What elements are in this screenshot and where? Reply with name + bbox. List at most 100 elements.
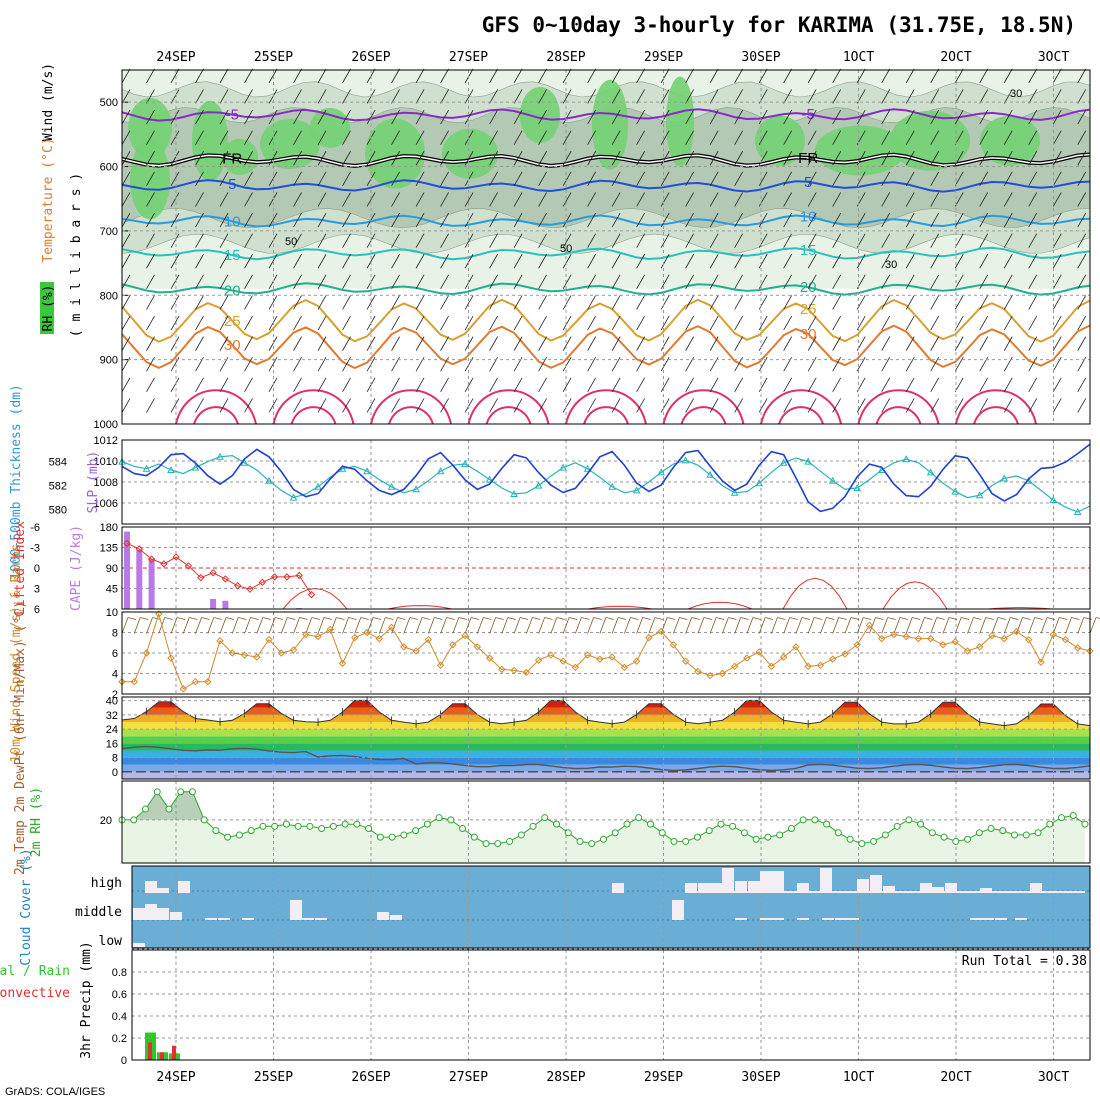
wind-barb bbox=[832, 315, 842, 331]
rh-axis-label: RH (%) bbox=[41, 285, 56, 332]
wind-barb bbox=[342, 295, 351, 310]
wind-barb bbox=[464, 254, 474, 269]
wind-barb bbox=[685, 377, 694, 393]
lifted-index-tick: 0 bbox=[34, 563, 40, 575]
panel-frame bbox=[121, 69, 1091, 425]
wind-barb bbox=[685, 336, 694, 351]
wind-barb bbox=[685, 109, 694, 125]
wind-barb bbox=[195, 398, 204, 413]
wind-barb bbox=[415, 171, 425, 187]
rh-marker bbox=[412, 827, 420, 835]
wind-barb bbox=[195, 171, 204, 187]
wind-speed-marker bbox=[792, 643, 800, 651]
high-cloud-bar bbox=[772, 871, 784, 893]
surface-wind-barb-flag bbox=[765, 617, 774, 620]
wind-barb bbox=[489, 192, 498, 207]
wind-barb bbox=[587, 274, 596, 290]
lifted-index-line bbox=[126, 542, 312, 595]
wind-barb bbox=[881, 377, 891, 393]
wind-barb bbox=[734, 336, 744, 351]
wind-barb bbox=[611, 130, 621, 145]
wind-barb bbox=[685, 233, 694, 248]
wind-barb bbox=[513, 212, 523, 228]
wind-barb bbox=[783, 315, 793, 331]
surface-wind-barb-flag bbox=[826, 617, 835, 620]
wind-barb bbox=[905, 295, 915, 310]
wind-barb bbox=[587, 171, 596, 187]
wind-speed-marker bbox=[400, 643, 408, 651]
surface-wind-barb bbox=[293, 617, 300, 634]
surface-wind-barb bbox=[170, 617, 178, 634]
wind-barb bbox=[636, 295, 645, 310]
wind-barb bbox=[293, 254, 302, 269]
wind-barb bbox=[783, 254, 793, 269]
wind-barb bbox=[513, 398, 523, 413]
wind-barb bbox=[415, 274, 425, 290]
wind-barb bbox=[1052, 109, 1062, 125]
wind-barb bbox=[1003, 151, 1013, 166]
surface-wind-barb-flag bbox=[789, 617, 798, 620]
wind-barb bbox=[513, 295, 523, 310]
wind-barb bbox=[1052, 336, 1062, 351]
wind-speed-marker bbox=[1012, 627, 1021, 636]
isotherm-35-loop bbox=[857, 389, 940, 425]
wind-barb bbox=[1003, 233, 1013, 248]
surface-wind-barb-flag bbox=[336, 617, 345, 620]
surface-wind-barb-flag bbox=[728, 617, 737, 620]
surface-wind-barb-flag bbox=[458, 617, 467, 620]
surface-wind-barb bbox=[1003, 617, 1011, 634]
wind-barb bbox=[1028, 254, 1038, 269]
wind-barb bbox=[170, 89, 180, 104]
rh-marker bbox=[177, 788, 185, 796]
cape-bar bbox=[222, 600, 229, 609]
wind-barb bbox=[195, 192, 204, 207]
wind-barb bbox=[440, 130, 449, 145]
wind-barb bbox=[440, 233, 449, 248]
wind-barb bbox=[881, 130, 891, 145]
rh-marker bbox=[776, 831, 784, 839]
thickness-tick-label: 580 bbox=[49, 505, 67, 517]
wind-barb bbox=[1077, 89, 1087, 104]
rh-high-area bbox=[222, 138, 258, 175]
wind-barb bbox=[709, 233, 719, 248]
rh-marker bbox=[235, 831, 243, 839]
surface-wind-barb bbox=[856, 617, 864, 634]
lifted-index-marker bbox=[184, 562, 193, 570]
rh-marker bbox=[1011, 831, 1019, 839]
precip-tick-label: 0.4 bbox=[112, 1011, 127, 1023]
wind-barb bbox=[783, 171, 793, 187]
wind-barb bbox=[293, 233, 302, 248]
surface-wind-barb bbox=[758, 617, 766, 634]
surface-wind-barb bbox=[133, 617, 141, 634]
wind-barb bbox=[317, 233, 327, 248]
wind-barb bbox=[587, 377, 596, 393]
wind-barb bbox=[268, 151, 278, 166]
lifted-index-tick: -3 bbox=[30, 543, 40, 555]
wind-barb bbox=[538, 130, 547, 145]
wind-barb bbox=[489, 315, 498, 331]
wind-barb bbox=[366, 398, 376, 413]
wind-speed-marker bbox=[608, 653, 616, 661]
wind-barb bbox=[734, 274, 744, 290]
rh-marker bbox=[787, 824, 795, 832]
temp-tick-label: 24 bbox=[106, 724, 118, 736]
wind-barb bbox=[1028, 68, 1038, 84]
wind-barb bbox=[660, 109, 670, 125]
wind-speed-marker bbox=[265, 635, 273, 644]
wind-barb bbox=[146, 398, 155, 413]
wind-tick-label: 10 bbox=[106, 607, 118, 619]
surface-wind-barb-flag bbox=[581, 617, 590, 620]
wind-barb bbox=[293, 274, 302, 290]
wind-barb bbox=[415, 295, 425, 310]
wind-barb bbox=[1077, 171, 1087, 187]
rh-marker bbox=[811, 816, 819, 824]
wind-barb bbox=[293, 212, 302, 228]
wind-barb bbox=[195, 295, 204, 310]
cloud-axis-label: Cloud Cover (%) bbox=[19, 848, 34, 965]
wind-speed-marker bbox=[914, 634, 923, 643]
wind-barb bbox=[538, 315, 547, 331]
wind-barb bbox=[195, 315, 204, 331]
surface-wind-barb bbox=[660, 617, 668, 634]
wind-speed-marker bbox=[510, 666, 518, 675]
rh-high-area bbox=[520, 87, 560, 144]
